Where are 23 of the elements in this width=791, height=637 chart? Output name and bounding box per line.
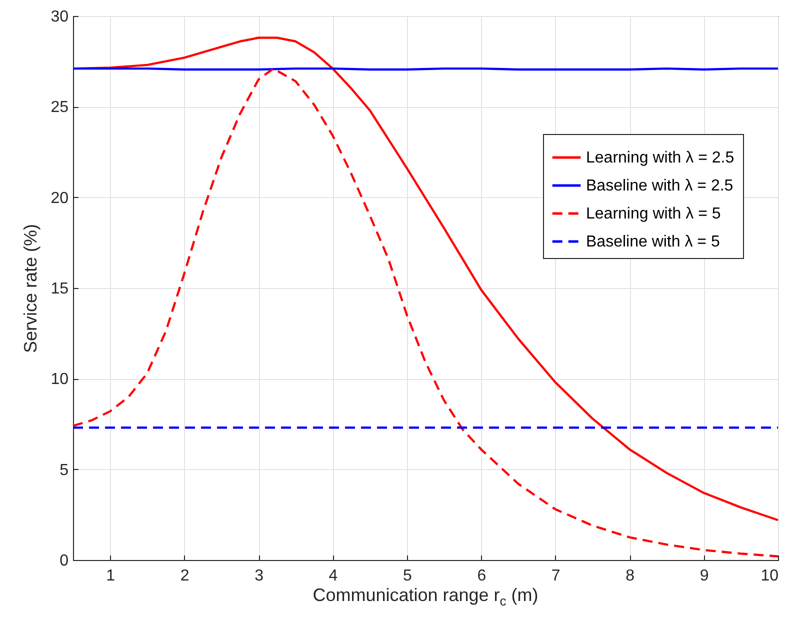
y-tick-label: 0 [60,552,69,570]
legend-label: Learning with λ = 2.5 [586,150,734,166]
x-tick-label: 5 [402,568,412,584]
y-axis-title: Service rate (%) [20,224,41,354]
y-tick-label: 30 [50,8,69,26]
x-tick-label: 8 [626,568,635,584]
x-tick-label: 9 [700,568,709,584]
x-tick-label: 6 [477,568,486,584]
legend-label: Baseline with λ = 5 [586,234,720,250]
y-tick-label: 5 [60,462,69,479]
x-tick-label: 4 [328,568,338,584]
x-tick-label: 10 [760,568,779,584]
legend-label: Baseline with λ = 2.5 [586,178,734,194]
y-tick-label: 10 [50,371,69,388]
x-tick-label: 7 [551,568,560,584]
x-axis-title: Communication range r$_{c}$ (m) [312,585,540,609]
y-tick-label: 25 [50,99,69,116]
x-tick-label: 1 [106,568,116,584]
x-tick-label: 2 [180,568,190,584]
y-tick-label: 20 [50,190,69,207]
x-tick-label: 3 [254,568,264,584]
y-tick-label: 15 [50,280,69,298]
legend-label: Learning with λ = 5 [586,206,721,222]
